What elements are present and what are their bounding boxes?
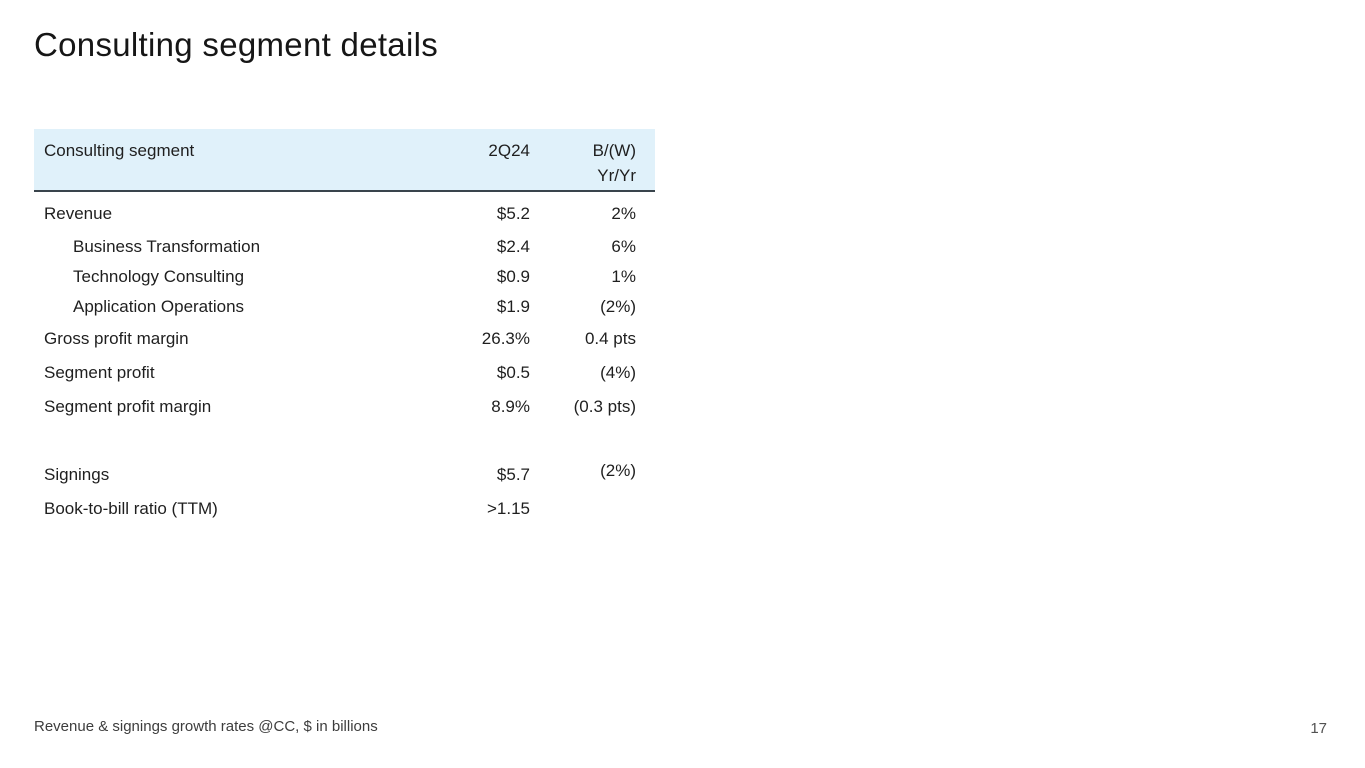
- row-change: (2%): [600, 461, 636, 480]
- table-row-book-to-bill: Book-to-bill ratio (TTM) >1.15: [34, 498, 655, 532]
- row-label: Book-to-bill ratio (TTM): [44, 499, 218, 518]
- row-value: $5.7: [496, 465, 530, 484]
- table-row-revenue: Revenue $5.2 2%: [34, 203, 655, 236]
- table-row-segment-profit-margin: Segment profit margin 8.9% (0.3 pts): [34, 396, 655, 430]
- header-segment-label: Consulting segment: [44, 141, 195, 160]
- row-value: $5.2: [496, 204, 530, 223]
- row-label: Technology Consulting: [73, 267, 245, 286]
- row-change: (2%): [600, 297, 636, 316]
- row-label: Revenue: [44, 204, 113, 223]
- consulting-segment-table: Consulting segment 2Q24 B/(W) Yr/Yr Reve…: [34, 129, 655, 532]
- row-change: 1%: [611, 267, 636, 286]
- row-value: $0.9: [496, 267, 530, 286]
- row-value: $1.9: [496, 297, 530, 316]
- table-row-technology-consulting: Technology Consulting $0.9 1%: [34, 266, 655, 296]
- row-change: (4%): [600, 363, 636, 382]
- header-yryr-label: Yr/Yr: [597, 166, 636, 185]
- table-row-signings: Signings $5.7 (2%): [34, 461, 655, 498]
- page-title: Consulting segment details: [34, 26, 439, 63]
- row-value: $0.5: [496, 363, 530, 382]
- page-number: 17: [1310, 720, 1327, 737]
- row-label: Gross profit margin: [44, 329, 189, 348]
- slide-footnote: Revenue & signings growth rates @CC, $ i…: [34, 718, 378, 735]
- table-body: Revenue $5.2 2% Business Transformation …: [34, 192, 655, 532]
- row-value: 8.9%: [491, 397, 530, 416]
- header-bw-label: B/(W): [592, 141, 636, 160]
- table-row-business-transformation: Business Transformation $2.4 6%: [34, 236, 655, 266]
- row-change: 0.4 pts: [584, 329, 636, 348]
- row-change: (0.3 pts): [573, 397, 636, 416]
- header-quarter-label: 2Q24: [488, 141, 530, 160]
- row-change: 2%: [611, 204, 636, 223]
- row-label: Signings: [44, 465, 110, 484]
- row-value: 26.3%: [481, 329, 530, 348]
- row-label: Segment profit: [44, 363, 155, 382]
- table-row-segment-profit: Segment profit $0.5 (4%): [34, 362, 655, 396]
- table-row-gross-profit-margin: Gross profit margin 26.3% 0.4 pts: [34, 328, 655, 362]
- row-label: Segment profit margin: [44, 397, 212, 416]
- table-spacer-row: [34, 430, 655, 464]
- row-change: 6%: [611, 237, 636, 256]
- row-label: Business Transformation: [73, 237, 261, 256]
- row-value: $2.4: [496, 237, 530, 256]
- row-label: Application Operations: [73, 297, 245, 316]
- row-value: >1.15: [486, 499, 530, 518]
- table-header: Consulting segment 2Q24 B/(W) Yr/Yr: [34, 129, 655, 192]
- table-row-application-operations: Application Operations $1.9 (2%): [34, 296, 655, 328]
